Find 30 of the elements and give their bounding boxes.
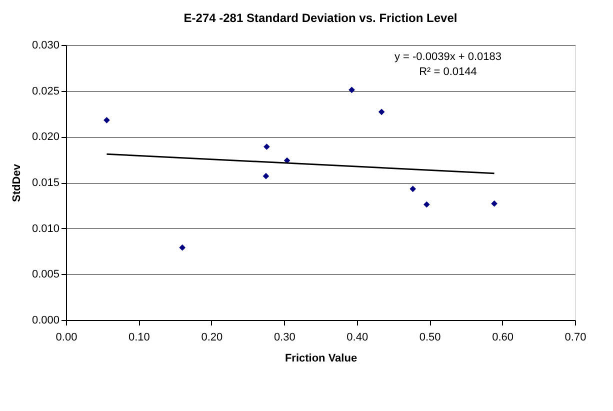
y-axis-title: StdDev [10,163,23,202]
x-axis-title: Friction Value [284,352,358,364]
annotation: y = -0.0039x + 0.0183 [394,51,502,63]
y-tick-label: 0.010 [32,222,60,235]
y-tick-label: 0.025 [32,85,60,98]
annotation: R² = 0.0144 [419,66,477,78]
point [491,200,498,207]
point [262,172,270,180]
point [348,86,355,94]
y-tick-label: 0.000 [32,314,60,326]
x-tick-label: 0.70 [564,332,586,344]
point [104,117,110,124]
y-tick-label: 0.030 [32,40,60,52]
chart-title: E-274 -281 Standard Deviation vs. Friction Level [184,11,458,25]
y-tick-label: 0.020 [32,131,60,144]
point [410,186,416,192]
x-tick-label: 0.40 [346,332,368,344]
x-tick-label: 0.00 [56,332,78,344]
x-tick-label: 0.50 [419,332,441,344]
x-tick-label: 0.30 [274,332,296,344]
point [378,108,385,116]
x-tick-label: 0.20 [201,332,223,344]
y-tick-label: 0.015 [32,177,60,189]
point [179,244,186,251]
point [284,157,290,164]
x-tick-label: 0.60 [492,332,514,344]
y-tick-label: 0.005 [32,268,60,281]
point [424,201,430,208]
point [264,144,270,150]
x-tick-label: 0.10 [128,332,150,344]
